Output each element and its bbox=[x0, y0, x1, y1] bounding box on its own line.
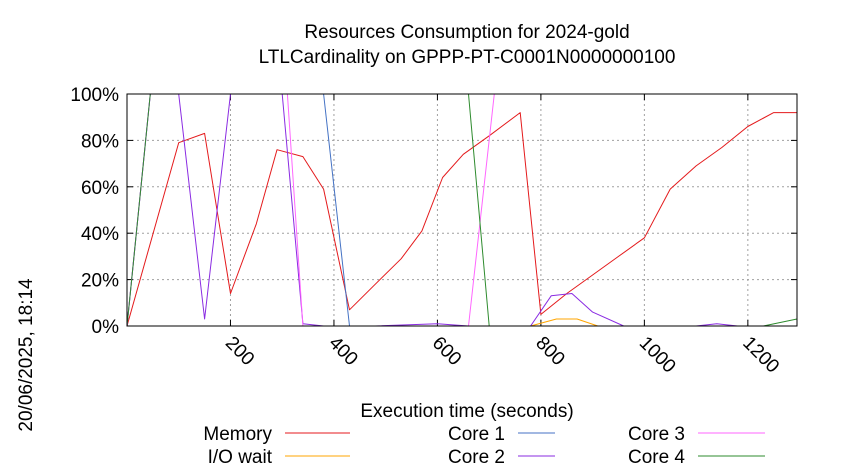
legend-label: I/O wait bbox=[208, 447, 273, 468]
y-tick-label: 60% bbox=[81, 178, 119, 199]
y-tick-label: 100% bbox=[70, 85, 119, 106]
y-tick-label: 20% bbox=[81, 271, 119, 292]
y-tick-label: 40% bbox=[81, 224, 119, 245]
series-line-core-2 bbox=[126, 93, 797, 327]
legend-label: Core 1 bbox=[448, 424, 505, 445]
x-tick-labels: 200 400 600 800 1000 1200 bbox=[221, 333, 783, 378]
x-axis-label: Execution time (seconds) bbox=[360, 401, 573, 422]
x-tick-label: 200 bbox=[221, 333, 258, 370]
series-line-core-3 bbox=[126, 93, 797, 327]
legend-label: Core 3 bbox=[628, 424, 685, 445]
series-line-i-o-wait bbox=[127, 318, 797, 327]
series-line-core-1 bbox=[126, 93, 797, 327]
x-tick-label: 1000 bbox=[635, 333, 680, 378]
chart-title: Resources Consumption for 2024-gold bbox=[304, 22, 629, 43]
y-tick-labels: 0% 20% 40% 60% 80% 100% bbox=[70, 85, 119, 338]
legend-label: Core 4 bbox=[628, 447, 685, 468]
x-tick-label: 1200 bbox=[738, 333, 783, 378]
x-tick-label: 400 bbox=[324, 333, 361, 370]
legend-label: Core 2 bbox=[448, 447, 505, 468]
x-tick-label: 600 bbox=[428, 333, 465, 370]
chart-subtitle: LTLCardinality on GPPP-PT-C0001N00000001… bbox=[259, 47, 676, 68]
y-tick-label: 0% bbox=[92, 317, 120, 338]
x-tick-label: 800 bbox=[531, 333, 568, 370]
timestamp-label: 20/06/2025, 18:14 bbox=[16, 278, 37, 432]
series-lines bbox=[126, 93, 798, 327]
y-tick-label: 80% bbox=[81, 131, 119, 152]
series-line-memory bbox=[126, 112, 797, 327]
legend-label: Memory bbox=[203, 424, 272, 445]
series-line-core-4 bbox=[126, 93, 798, 327]
plot-frame bbox=[126, 93, 798, 327]
grid bbox=[127, 93, 797, 327]
